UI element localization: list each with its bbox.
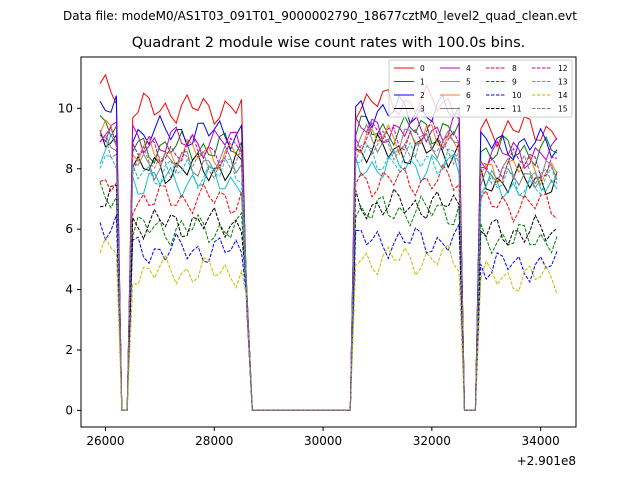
- legend-label-14: 14: [558, 91, 568, 100]
- legend-label-4: 4: [466, 64, 471, 73]
- legend-label-13: 13: [558, 78, 568, 87]
- figure-suptitle: Data file: modeM0/AS1T03_091T01_90000027…: [63, 9, 577, 23]
- x-tick-label: 30000: [304, 434, 342, 448]
- legend-label-7: 7: [466, 105, 471, 114]
- x-offset-label: +2.901e8: [517, 454, 576, 468]
- series-line-9: [99, 181, 558, 411]
- legend-label-15: 15: [558, 105, 568, 114]
- series-line-14: [99, 236, 558, 411]
- axes: 26000 28000 30000 32000 34000 0 2 4 6 8 10 +2.901e8: [58, 101, 576, 468]
- x-tick-label: 28000: [195, 434, 233, 448]
- series-lines: [99, 73, 558, 411]
- series-line-7: [99, 123, 558, 411]
- plot-frame: [80, 56, 577, 428]
- legend-box: [388, 59, 573, 118]
- legend-label-0: 0: [420, 64, 425, 73]
- series-line-15: [99, 129, 558, 411]
- y-tick-label: 8: [65, 162, 73, 176]
- legend-label-9: 9: [512, 78, 517, 87]
- legend-label-12: 12: [558, 64, 568, 73]
- series-line-11: [99, 184, 558, 411]
- series-line-12: [99, 118, 558, 411]
- series-line-5: [99, 133, 558, 411]
- x-tick-label: 26000: [86, 434, 124, 448]
- legend-label-10: 10: [512, 91, 522, 100]
- legend-label-8: 8: [512, 64, 517, 73]
- series-line-8: [99, 163, 558, 411]
- x-tick-label: 32000: [413, 434, 451, 448]
- y-tick-label: 10: [58, 101, 73, 115]
- y-tick-label: 0: [65, 403, 73, 417]
- legend-label-3: 3: [420, 105, 425, 114]
- chart-title: Quadrant 2 module wise count rates with …: [131, 35, 526, 51]
- legend-label-5: 5: [466, 78, 471, 87]
- legend-label-6: 6: [466, 91, 471, 100]
- y-tick-label: 4: [65, 283, 73, 297]
- y-tick-label: 6: [65, 222, 73, 236]
- legend-label-1: 1: [420, 78, 425, 87]
- y-tick-label: 2: [65, 343, 73, 357]
- x-tick-label: 34000: [522, 434, 560, 448]
- legend-label-2: 2: [420, 91, 425, 100]
- legend-label-11: 11: [512, 105, 522, 114]
